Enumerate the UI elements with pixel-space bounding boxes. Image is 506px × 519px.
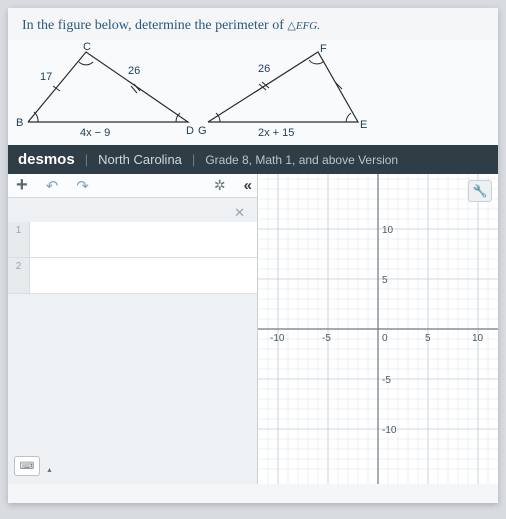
expression-toolbar: + ↶ ↷ ✲ « xyxy=(8,174,257,198)
keyboard-button[interactable]: ⌨ xyxy=(14,456,40,476)
expression-panel: + ↶ ↷ ✲ « ✕ 1 2 ⌨ ▲ xyxy=(8,174,258,484)
question-prompt: In the figure below, determine the perim… xyxy=(22,18,287,33)
ytick: -5 xyxy=(382,375,391,386)
xtick: 0 xyxy=(382,333,388,344)
separator: | xyxy=(192,152,195,167)
triangle-symbol: △ xyxy=(287,20,295,32)
triangle-name: EFG. xyxy=(296,20,320,32)
question-text: In the figure below, determine the perim… xyxy=(8,8,498,40)
row-number: 1 xyxy=(8,222,30,257)
undo-button[interactable]: ↶ xyxy=(46,177,59,195)
close-icon[interactable]: ✕ xyxy=(234,205,245,220)
desmos-brand: desmos xyxy=(18,151,75,168)
wrench-icon: 🔧 xyxy=(473,184,488,198)
vertex-g: G xyxy=(198,125,207,137)
xtick: 5 xyxy=(425,333,431,344)
ytick: 10 xyxy=(382,225,394,236)
desmos-version: Grade 8, Math 1, and above Version xyxy=(205,153,398,167)
keyboard-chevron-icon: ▲ xyxy=(46,467,53,474)
expression-row[interactable]: 2 xyxy=(8,258,257,294)
vertex-d: D xyxy=(186,125,194,137)
desmos-header: desmos | North Carolina | Grade 8, Math … xyxy=(8,145,498,174)
vertex-e: E xyxy=(360,119,367,131)
page: In the figure below, determine the perim… xyxy=(8,8,498,503)
side-gf: 26 xyxy=(258,63,270,75)
side-bc: 17 xyxy=(40,71,52,83)
vertex-c: C xyxy=(83,41,91,53)
settings-icon[interactable]: ✲ xyxy=(214,177,226,194)
xtick: 10 xyxy=(472,333,484,344)
geometry-figure: C B D 17 26 4x − 9 F G E 26 2x + 15 xyxy=(8,40,498,145)
redo-button[interactable]: ↷ xyxy=(76,177,89,195)
add-button[interactable]: + xyxy=(16,174,28,197)
vertex-f: F xyxy=(320,43,327,55)
xtick: -10 xyxy=(270,333,285,344)
side-cd: 26 xyxy=(128,65,140,77)
collapse-button[interactable]: « xyxy=(244,177,249,194)
expression-rows: 1 2 xyxy=(8,222,257,294)
vertex-b: B xyxy=(16,117,23,129)
workspace: + ↶ ↷ ✲ « ✕ 1 2 ⌨ ▲ xyxy=(8,174,498,484)
separator: | xyxy=(85,152,88,167)
xtick: -5 xyxy=(322,333,331,344)
graph-area[interactable]: -10 -5 0 5 10 10 5 -5 -10 🔧 xyxy=(258,174,498,484)
expression-row[interactable]: 1 xyxy=(8,222,257,258)
row-number: 2 xyxy=(8,258,30,293)
side-bd: 4x − 9 xyxy=(80,127,110,139)
ytick: -10 xyxy=(382,425,397,436)
side-ge: 2x + 15 xyxy=(258,127,294,139)
desmos-state: North Carolina xyxy=(98,152,182,167)
ytick: 5 xyxy=(382,275,388,286)
graph-settings-button[interactable]: 🔧 xyxy=(468,180,492,202)
